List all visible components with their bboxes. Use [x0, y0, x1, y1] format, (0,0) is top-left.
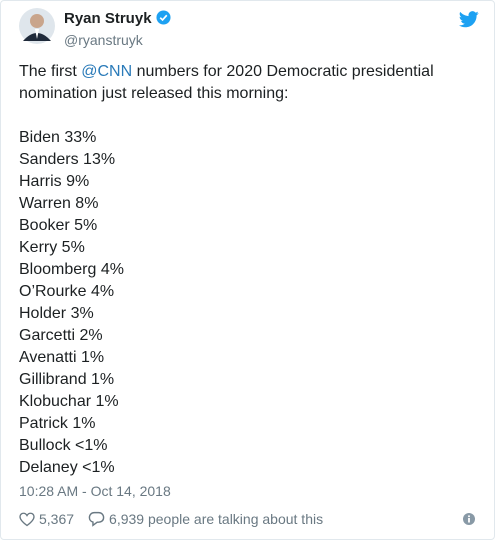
name-text[interactable]: Ryan Struyk — [64, 10, 152, 27]
poll-item: Biden 33% — [19, 129, 97, 146]
info-icon[interactable] — [463, 513, 475, 525]
reply-icon[interactable] — [88, 511, 105, 527]
avatar[interactable] — [18, 7, 56, 45]
verified-badge — [156, 10, 171, 25]
display-name[interactable]: Ryan Struyk — [64, 10, 171, 27]
poll-item: O’Rourke 4% — [19, 283, 115, 300]
like-icon[interactable] — [19, 512, 35, 527]
text-segment: numbers for 2020 Democratic presidential… — [19, 63, 434, 102]
mention-link[interactable]: @CNN — [81, 63, 133, 80]
poll-item: Warren 8% — [19, 195, 99, 212]
tweet-card: Ryan Struyk @ryanstruyk The first @CNN n… — [0, 0, 495, 540]
poll-item: Holder 3% — [19, 305, 94, 322]
poll-list: Biden 33% Sanders 13% Harris 9% Warren 8% Bo… — [19, 127, 124, 479]
text-segment: The first — [19, 63, 82, 80]
poll-item: Booker 5% — [19, 217, 98, 234]
poll-item: Klobuchar 1% — [19, 393, 119, 410]
talking-count[interactable]: 6,939 people are talking about this — [109, 511, 324, 527]
poll-item: Bloomberg 4% — [19, 261, 124, 278]
poll-item: Sanders 13% — [19, 151, 116, 168]
handle[interactable]: @ryanstruyk — [64, 32, 143, 48]
twitter-logo[interactable] — [459, 11, 479, 28]
timestamp[interactable]: 10:28 AM - Oct 14, 2018 — [19, 483, 171, 499]
poll-item: Patrick 1% — [19, 415, 96, 432]
poll-item: Delaney <1% — [19, 459, 115, 476]
like-count[interactable]: 5,367 — [39, 511, 75, 527]
poll-item: Garcetti 2% — [19, 327, 103, 344]
poll-item: Bullock <1% — [19, 437, 108, 454]
poll-item: Harris 9% — [19, 173, 90, 190]
tweet-actions: 5,367 6,939 people are talking about thi… — [19, 511, 323, 527]
poll-item: Gillibrand 1% — [19, 371, 115, 388]
poll-item: Avenatti 1% — [19, 349, 105, 366]
poll-item: Kerry 5% — [19, 239, 85, 256]
tweet-text: The first @CNN numbers for 2020 Democrat… — [19, 61, 469, 105]
